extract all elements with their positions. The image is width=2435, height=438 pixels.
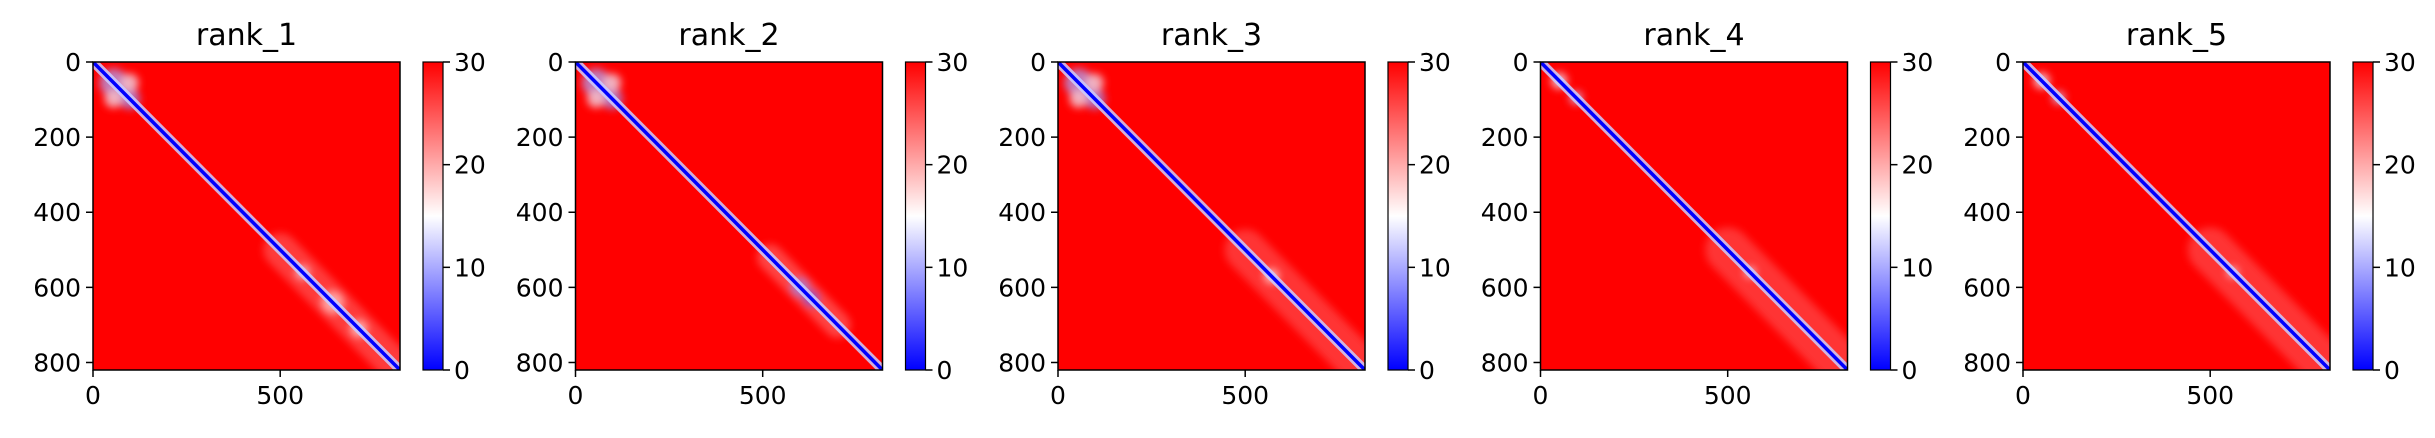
colorbar-tick-label: 20 [1419,151,1451,180]
y-tick-label: 800 [516,348,564,377]
y-tick-label: 0 [1513,48,1529,77]
y-tick-label: 400 [33,198,81,227]
y-tick-label: 400 [998,198,1046,227]
colorbar-tick-label: 10 [454,253,486,282]
y-tick-label: 400 [1481,198,1529,227]
y-tick-label: 800 [1481,348,1529,377]
colorbar-tick-label: 30 [2384,48,2416,77]
x-tick-label: 500 [2186,381,2234,410]
heatmap-area [1058,62,1365,370]
axes-frame [92,61,401,371]
colorbar-tick-label: 10 [2384,253,2416,282]
colorbar-tick-label: 30 [937,48,969,77]
chart-title: rank_5 [2126,18,2227,53]
x-tick-label: 0 [568,381,584,410]
y-tick-label: 800 [1963,348,2011,377]
x-tick-label: 500 [1221,381,1269,410]
colorbar-tick-label: 0 [1902,356,1918,385]
heatmap-blob [1069,89,1088,108]
axes-frame [2022,61,2331,371]
y-tick-label: 600 [33,273,81,302]
colorbar-tick-label: 20 [2384,151,2416,180]
colorbar-tick-label: 20 [454,151,486,180]
colorbar-tick-label: 30 [1902,48,1934,77]
y-tick-label: 200 [1481,123,1529,152]
colorbar-tick-label: 20 [937,151,969,180]
colorbar-tick-label: 0 [454,356,470,385]
heatmap-blob [120,73,139,92]
axes-frame [1539,61,1849,371]
axes-frame [574,61,884,371]
colorbar-tick-label: 0 [937,356,953,385]
y-tick-label: 200 [1963,123,2011,152]
x-tick-label: 500 [1704,381,1752,410]
y-tick-label: 800 [998,348,1046,377]
y-tick-label: 400 [1963,198,2011,227]
y-tick-label: 0 [1995,48,2011,77]
colorbar-tick-label: 20 [1902,151,1934,180]
heatmap-area [575,62,883,370]
x-tick-label: 0 [1533,381,1549,410]
y-tick-label: 0 [1030,48,1046,77]
x-tick-label: 0 [85,381,101,410]
y-tick-label: 800 [33,348,81,377]
y-tick-label: 0 [65,48,81,77]
colorbar [422,61,444,371]
x-tick-label: 500 [256,381,304,410]
x-tick-label: 0 [1050,381,1066,410]
colorbar-tick-label: 0 [2384,356,2400,385]
heatmap-blob [1085,73,1104,92]
diagonal-line [575,62,883,370]
heatmap-blob [104,89,123,108]
colorbar [1869,61,1892,371]
y-tick-label: 400 [516,198,564,227]
y-tick-label: 600 [1963,273,2011,302]
heatmap-blob [587,89,606,108]
heatmap-blob [603,73,622,92]
colorbar-tick-label: 10 [1902,253,1934,282]
y-tick-label: 600 [1481,273,1529,302]
chart-title: rank_3 [1161,18,1262,53]
chart-title: rank_2 [678,18,779,53]
y-tick-label: 200 [33,123,81,152]
x-tick-label: 0 [2015,381,2031,410]
colorbar [904,61,927,371]
diagonal-line [93,62,400,370]
diagonal-line [2023,62,2330,370]
y-tick-label: 200 [998,123,1046,152]
diagonal-line [1058,62,1365,370]
chart-title: rank_1 [196,18,297,53]
colorbar-tick-label: 30 [454,48,486,77]
colorbar [1387,61,1409,371]
x-tick-label: 500 [739,381,787,410]
heatmap-area [2023,62,2330,370]
axes-frame [1057,61,1366,371]
colorbar-tick-label: 10 [937,253,969,282]
diagonal-line [1540,62,1848,370]
heatmap-area [93,62,400,370]
heatmap-area [1540,62,1848,370]
chart-title: rank_4 [1643,18,1744,53]
colorbar-tick-label: 10 [1419,253,1451,282]
colorbar [2352,61,2374,371]
y-tick-label: 600 [998,273,1046,302]
y-tick-label: 600 [516,273,564,302]
colorbar-tick-label: 30 [1419,48,1451,77]
y-tick-label: 0 [548,48,564,77]
colorbar-tick-label: 0 [1419,356,1435,385]
y-tick-label: 200 [516,123,564,152]
